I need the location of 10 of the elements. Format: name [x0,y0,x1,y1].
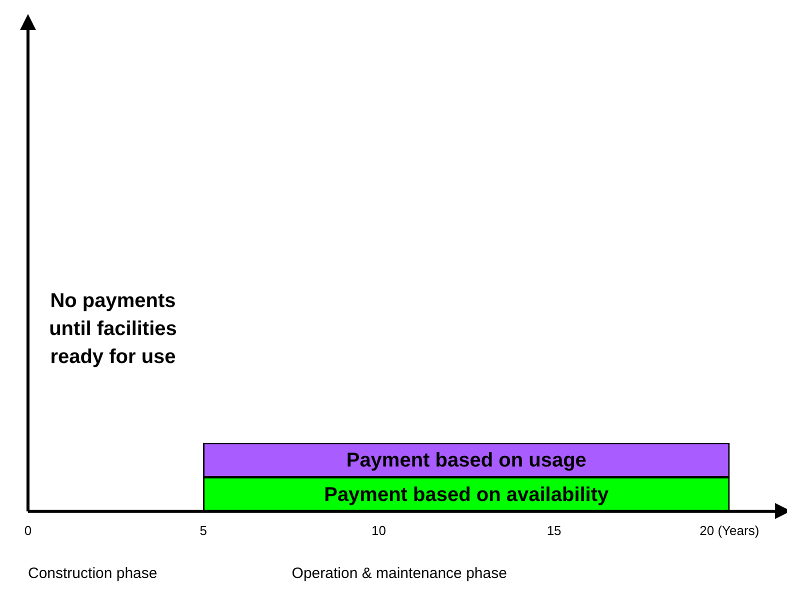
x-tick-label: 0 [24,522,32,538]
x-tick-label: 20 (Years) [700,522,760,538]
text: Construction phase [28,564,158,584]
text: Operation & maintenance phase [290,564,508,584]
x-tick-label: 5 [200,522,207,538]
y-tick-label: Payment based on availability [324,484,610,506]
x-tick-label: 10 [371,522,386,538]
x-tick-label: 15 [546,522,562,538]
y-tick-label: Payment based on usage [346,450,586,472]
text: No payments until facilities ready for use [48,289,178,370]
